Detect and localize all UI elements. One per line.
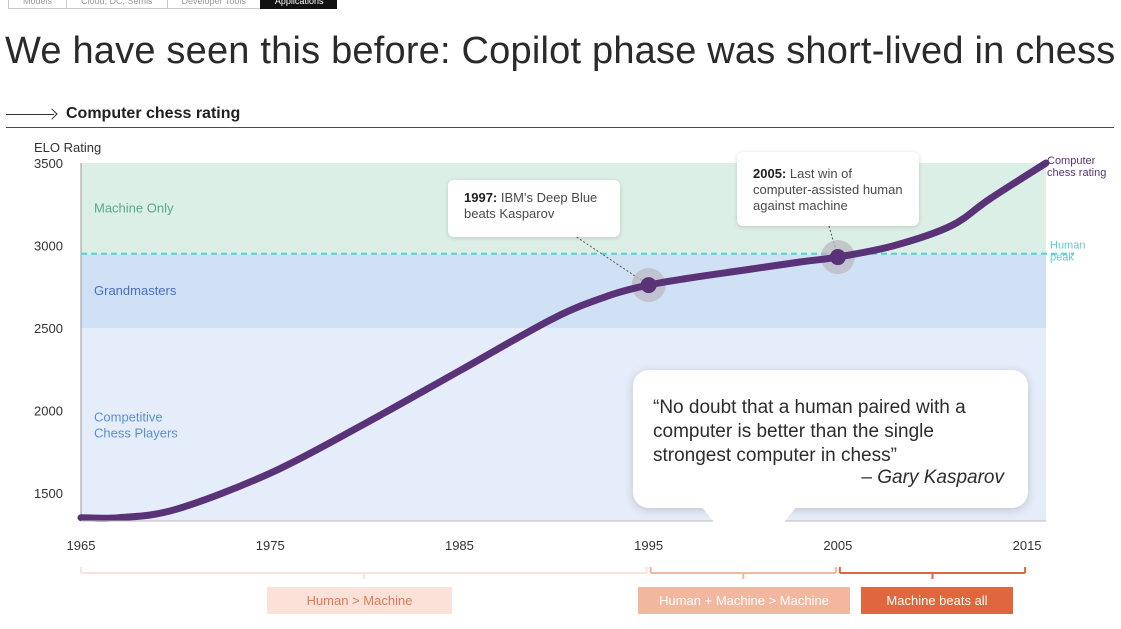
x-tick-label-1995: 1995 bbox=[634, 538, 663, 553]
y-tick-label-3000: 3000 bbox=[34, 238, 63, 253]
nav-tab-developer-tools[interactable]: Developer Tools bbox=[166, 0, 260, 9]
x-tick-label-1985: 1985 bbox=[445, 538, 474, 553]
y-tick-label-2500: 2500 bbox=[34, 321, 63, 336]
era-machine-beats-all: Machine beats all bbox=[861, 587, 1013, 614]
callout-2005-year: 2005: bbox=[753, 166, 787, 181]
section-header: Computer chess rating bbox=[6, 100, 1114, 128]
x-tick-label-1965: 1965 bbox=[67, 538, 96, 553]
y-tick-label-2000: 2000 bbox=[34, 403, 63, 418]
section-title: Computer chess rating bbox=[66, 104, 241, 122]
callout-2005: 2005: Last win of computer-assisted huma… bbox=[737, 152, 919, 226]
band-label-1: Grandmasters bbox=[94, 283, 177, 298]
slide-title: We have seen this before: Copilot phase … bbox=[5, 30, 1116, 72]
highlight-point-0 bbox=[640, 277, 657, 294]
series-label: Computer chess rating bbox=[1047, 155, 1106, 179]
era-human-plus-machine: Human + Machine > Machine bbox=[638, 587, 850, 614]
callout-1997-text: IBM's Deep Blue beats Kasparov bbox=[464, 190, 598, 221]
x-tick-label-1975: 1975 bbox=[256, 538, 285, 553]
nav-tab-cloud[interactable]: Cloud, DC, Semis bbox=[66, 0, 167, 9]
quote-callout: “No doubt that a human paired with a com… bbox=[633, 370, 1028, 566]
arrow-right-icon bbox=[6, 108, 58, 120]
nav-tab-models[interactable]: Models bbox=[8, 0, 67, 9]
y-tick-label-3500: 3500 bbox=[34, 156, 63, 171]
x-tick-label-2015: 2015 bbox=[1013, 538, 1042, 553]
x-tick-label-2005: 2005 bbox=[823, 538, 852, 553]
y-tick-label-1500: 1500 bbox=[34, 486, 63, 501]
top-nav: Models Cloud, DC, Semis Developer Tools … bbox=[8, 0, 338, 9]
band-label-2: Competitive Chess Players bbox=[94, 409, 178, 440]
callout-2005-text: Last win of computer-assisted human agai… bbox=[753, 166, 903, 213]
band-label-0: Machine Only bbox=[94, 200, 174, 215]
computer-rating-line bbox=[77, 159, 1050, 522]
highlight-point-1 bbox=[829, 249, 846, 266]
era-human-over-machine: Human > Machine bbox=[267, 587, 452, 614]
quote-text: “No doubt that a human paired with a com… bbox=[653, 397, 966, 466]
callout-1997: 1997: IBM's Deep Blue beats Kasparov bbox=[448, 180, 620, 237]
nav-tab-applications[interactable]: Applications bbox=[259, 0, 338, 9]
callout-1997-year: 1997: bbox=[464, 190, 498, 205]
quote-author: – Gary Kasparov bbox=[861, 467, 1004, 488]
y-axis-label: ELO Rating bbox=[34, 140, 101, 155]
human-peak-label: Human peak bbox=[1050, 240, 1085, 264]
